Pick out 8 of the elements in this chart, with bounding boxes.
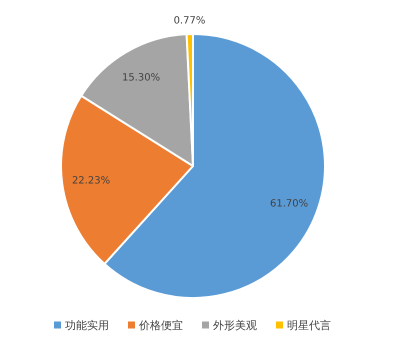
data-label: 61.70% xyxy=(270,198,308,210)
data-label: 22.23% xyxy=(72,176,110,187)
legend-label: 功能实用 xyxy=(65,318,109,332)
legend-label: 明星代言 xyxy=(287,318,331,332)
legend-label: 价格便宜 xyxy=(138,318,183,332)
data-label: 0.77% xyxy=(174,16,206,27)
data-label: 15.30% xyxy=(122,72,160,84)
legend-label: 外形美观 xyxy=(213,318,257,332)
